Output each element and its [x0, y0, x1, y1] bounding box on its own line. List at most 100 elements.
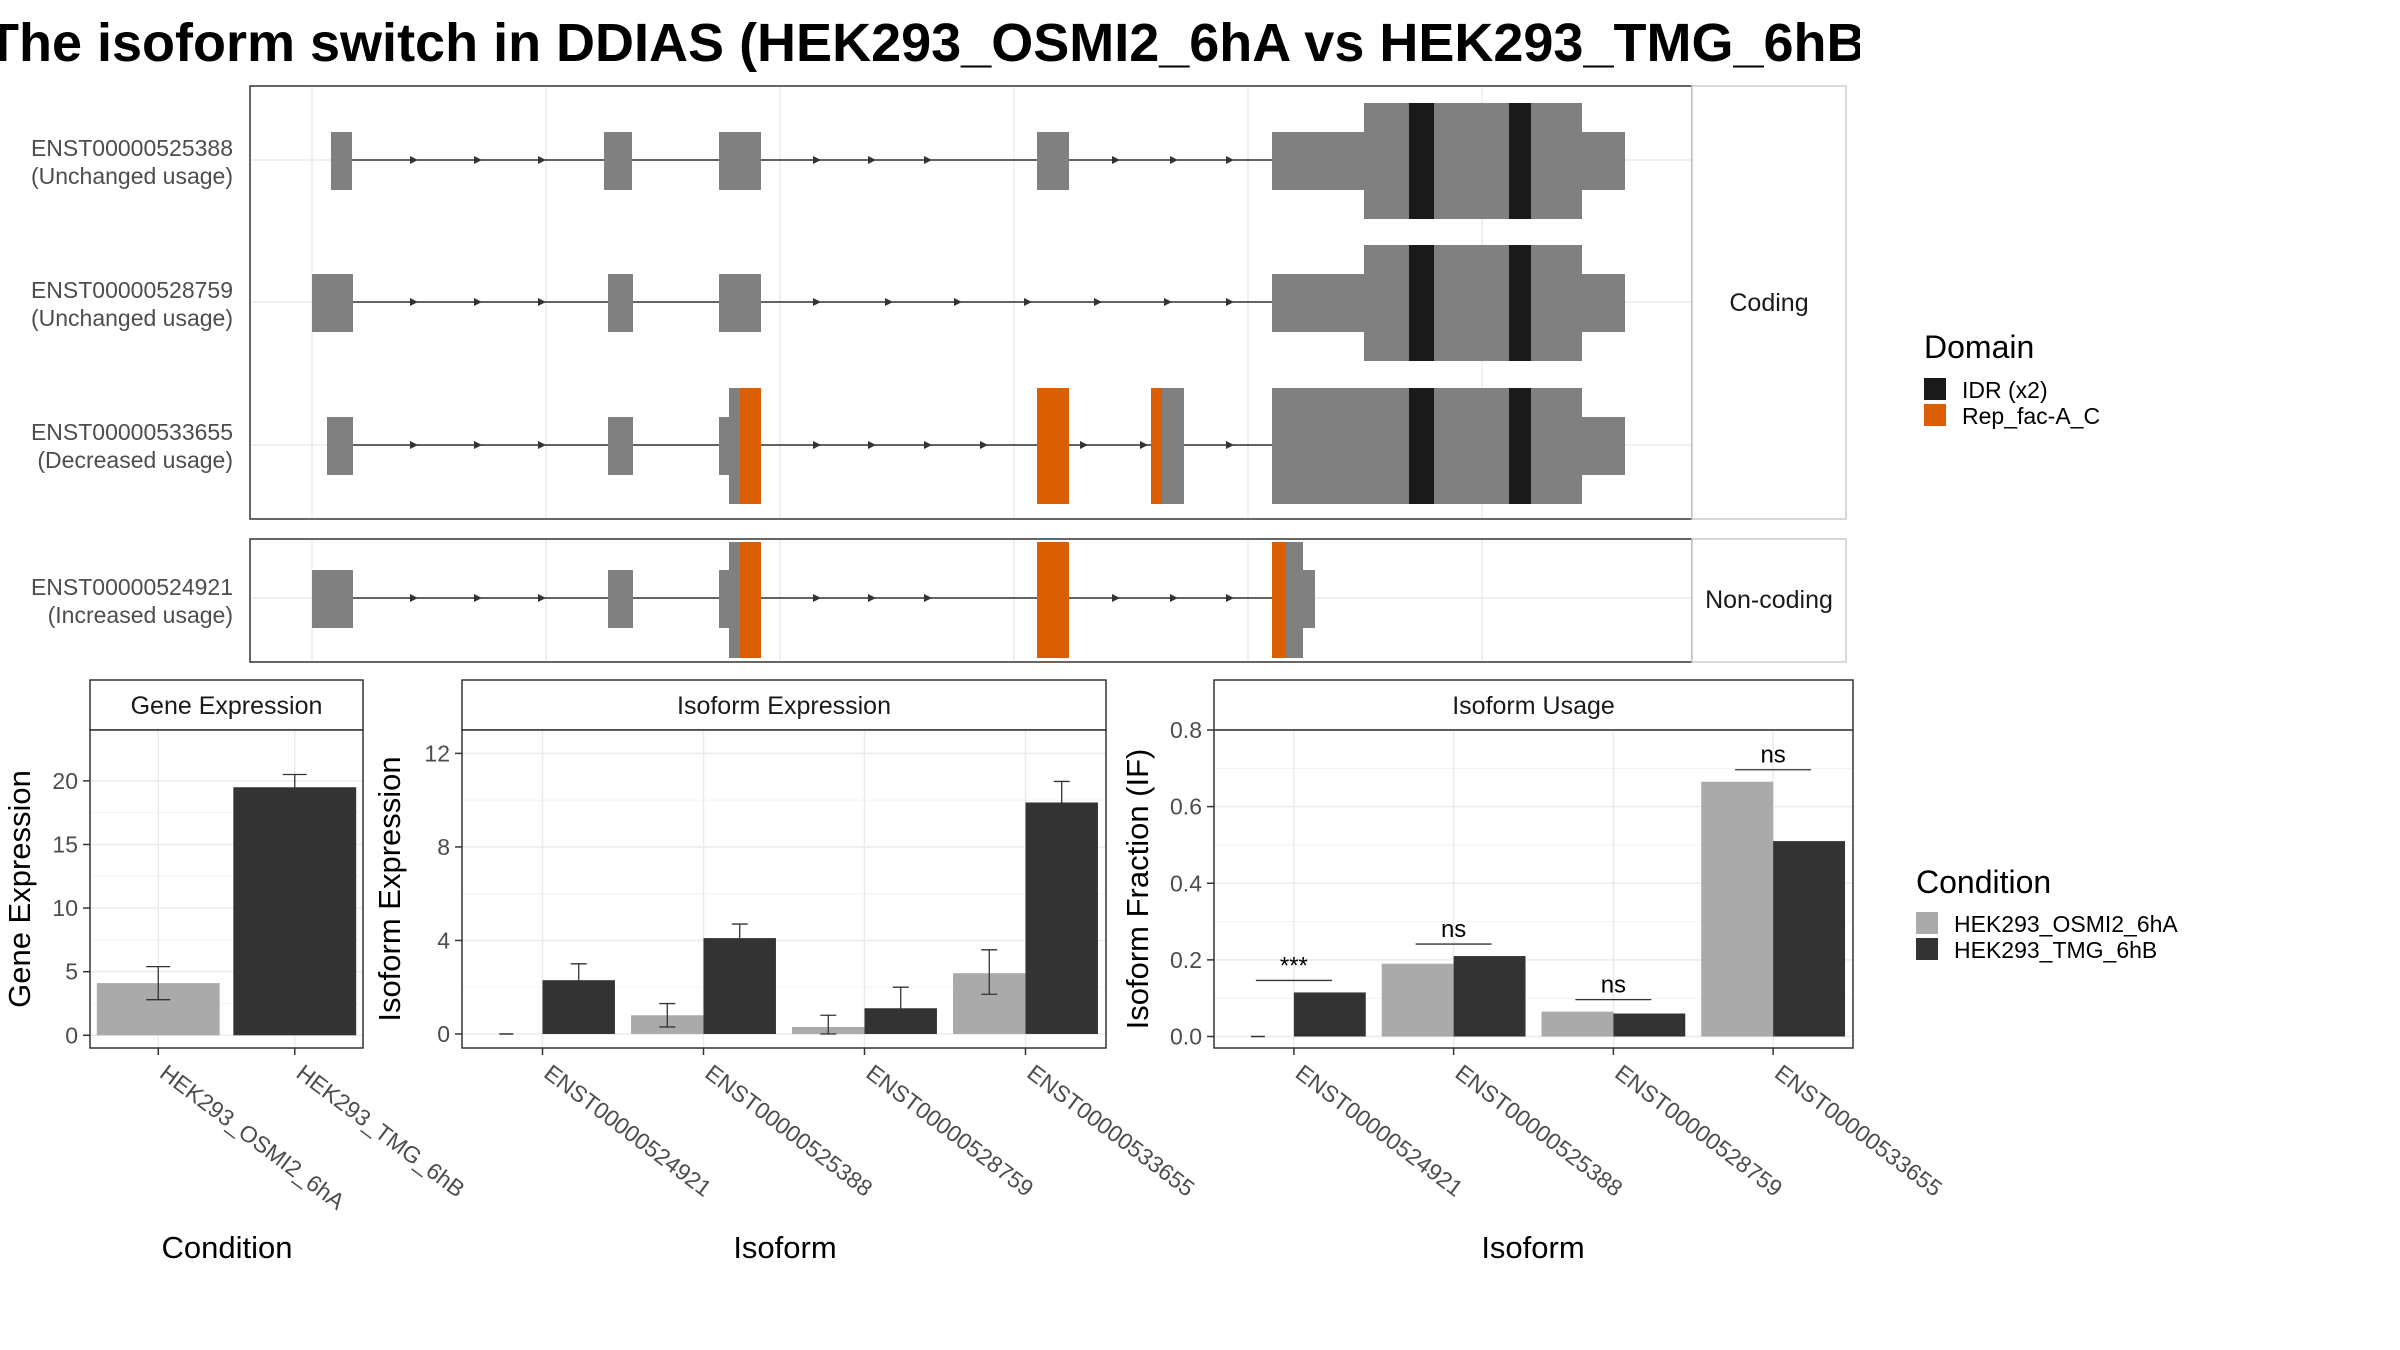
intron-arrow: [813, 594, 821, 602]
facet-label-coding: Coding: [1729, 289, 1808, 317]
intron-arrow: [474, 441, 482, 449]
y-tick-label: 0: [437, 1021, 450, 1047]
x-tick-label: ENST00000533655: [1770, 1059, 1947, 1201]
exon-cds: [1364, 245, 1582, 361]
intron-arrow: [924, 594, 932, 602]
plot-border: [89, 729, 364, 1049]
transcript-label-usage: (Increased usage): [48, 602, 233, 628]
intron-arrow: [1170, 156, 1178, 164]
intron-arrows: [410, 441, 1234, 449]
domain-rep-fac: [1272, 542, 1287, 658]
transcript-label-usage: (Unchanged usage): [31, 305, 233, 331]
x-tick-label: ENST00000533655: [1022, 1059, 1199, 1201]
intron-arrow: [1080, 441, 1088, 449]
exon-cds: [729, 542, 741, 658]
domain-idr: [1409, 103, 1434, 219]
y-tick-label: 15: [52, 831, 78, 857]
domain-idr: [1409, 245, 1434, 361]
y-tick-label: 0.6: [1170, 794, 1202, 820]
exon: [327, 417, 353, 475]
intron-arrow: [474, 156, 482, 164]
facet-label-noncoding: Non-coding: [1705, 586, 1833, 614]
domain-rep-fac: [1037, 388, 1069, 504]
intron-arrow: [1112, 156, 1120, 164]
intron-arrows: [410, 298, 1234, 306]
intron-arrow: [474, 298, 482, 306]
facet-strip: [461, 679, 1107, 731]
transcript-labels: ENST00000525388 (Unchanged usage) ENST00…: [31, 135, 233, 628]
significance-label: ns: [1760, 742, 1785, 769]
legend-label-idr: IDR (x2): [1962, 377, 2048, 403]
exon-cds: [1286, 542, 1303, 658]
domain-idr: [1509, 245, 1531, 361]
exon: [1037, 132, 1069, 190]
legend-label-osmi2: HEK293_OSMI2_6hA: [1954, 911, 2178, 937]
domain-rep-fac: [1037, 542, 1069, 658]
isoform-usage-chart: Isoform Usage 0.0 0.2 0.4 0.6 0.8 *** ns ns ns ENS…: [1120, 679, 1947, 1265]
intron-arrow: [1170, 594, 1178, 602]
condition-legend-title: Condition: [1916, 864, 2051, 900]
exon: [719, 274, 761, 332]
domain-rep-fac: [1151, 388, 1163, 504]
page-title: The isoform switch in DDIAS (HEK293_OSMI…: [0, 8, 1860, 78]
exon-utr: [719, 570, 731, 628]
intron-arrow: [1112, 594, 1120, 602]
transcript-label-id: ENST00000533655: [31, 419, 233, 445]
intron-arrow: [954, 298, 962, 306]
facet-strip: [1213, 679, 1854, 731]
y-tick-label: 8: [437, 834, 450, 860]
intron-arrows: [410, 156, 1234, 164]
intron-arrow: [868, 594, 876, 602]
intron-arrow: [868, 441, 876, 449]
exon: [608, 417, 633, 475]
transcript-track: [312, 542, 1315, 658]
exon: [608, 570, 633, 628]
exon: [719, 132, 761, 190]
intron-arrow: [1094, 298, 1102, 306]
exon: [608, 274, 633, 332]
exon-cds: [1364, 103, 1582, 219]
intron-arrow: [410, 594, 418, 602]
y-axis-title: Isoform Fraction (IF): [1120, 749, 1155, 1030]
intron-arrows: [410, 594, 1234, 602]
bar: [703, 938, 776, 1034]
intron-arrow: [885, 298, 893, 306]
intron-arrow: [410, 298, 418, 306]
x-tick-label: ENST00000524921: [1291, 1059, 1468, 1201]
domain-idr: [1509, 103, 1531, 219]
legend-label-rep: Rep_fac-A_C: [1962, 403, 2100, 429]
domain-rep-fac: [740, 542, 761, 658]
exon: [331, 132, 352, 190]
bar: [1613, 1013, 1686, 1037]
transcript-label-id: ENST00000524921: [31, 574, 233, 600]
facet-strip: [89, 679, 364, 731]
intron-arrow: [1226, 441, 1234, 449]
intron-arrow: [813, 441, 821, 449]
intron-arrow: [538, 298, 546, 306]
intron-arrow: [1024, 298, 1032, 306]
chart-title: Isoform Usage: [1452, 692, 1615, 720]
x-tick-label: ENST00000524921: [539, 1059, 716, 1201]
structure-panel-noncoding: [249, 538, 1693, 663]
exon-utr: [1302, 570, 1315, 628]
condition-legend: Condition HEK293_OSMI2_6hA HEK293_TMG_6h…: [1916, 864, 2178, 963]
bar: [1381, 963, 1454, 1037]
x-axis-title: Isoform: [733, 1230, 836, 1265]
x-tick-label: ENST00000525388: [1451, 1059, 1628, 1201]
page-title-text: The isoform switch in DDIAS (HEK293_OSMI…: [0, 13, 1860, 73]
intron-arrow: [538, 156, 546, 164]
y-tick-label: 20: [52, 768, 78, 794]
intron-arrow: [924, 441, 932, 449]
intron-arrow: [538, 594, 546, 602]
isoform-expression-chart: Isoform Expression04812ENST00000524921EN…: [372, 679, 1200, 1265]
exon-utr: [719, 417, 731, 475]
legend-label-tmg: HEK293_TMG_6hB: [1954, 937, 2157, 963]
significance-label: ns: [1601, 972, 1626, 999]
facet-strip-noncoding: [1691, 538, 1847, 663]
legend-swatch-idr: [1924, 378, 1946, 400]
exon-cds: [729, 388, 741, 504]
domain-legend: Domain IDR (x2) Rep_fac-A_C: [1924, 329, 2100, 429]
exon-cds: [1162, 388, 1184, 504]
y-tick-label: 0: [65, 1022, 78, 1048]
facet-strip-coding: [1691, 85, 1847, 520]
